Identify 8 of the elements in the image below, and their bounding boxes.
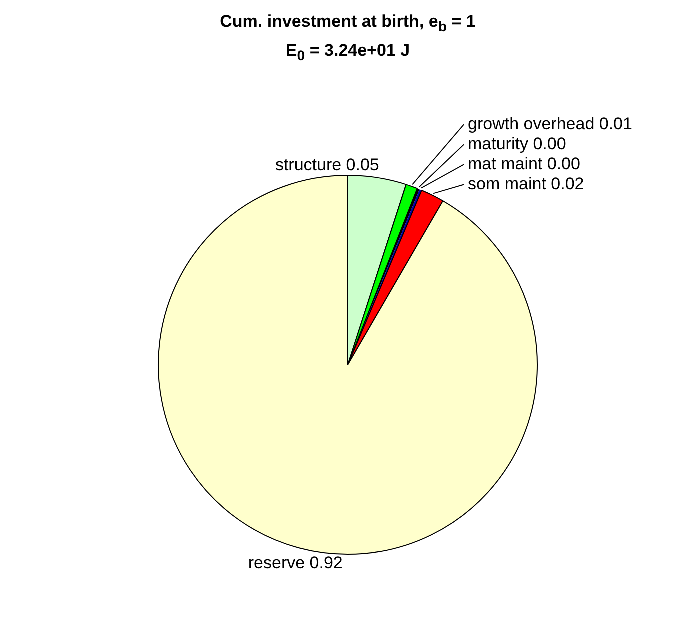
slice-label: structure 0.05	[275, 155, 380, 174]
slice-label: mat maint 0.00	[468, 154, 580, 174]
slice-label: som maint 0.02	[468, 174, 584, 194]
chart-title: Cum. investment at birth, e$_{b}$ = 1	[219, 11, 477, 36]
slice-label: reserve 0.92	[248, 553, 343, 572]
slice-label: maturity 0.00	[468, 134, 566, 154]
slice-label: growth overhead 0.01	[468, 114, 632, 134]
chart-subtitle: E$_{0}$ = 3.24e+01 J	[284, 40, 412, 65]
